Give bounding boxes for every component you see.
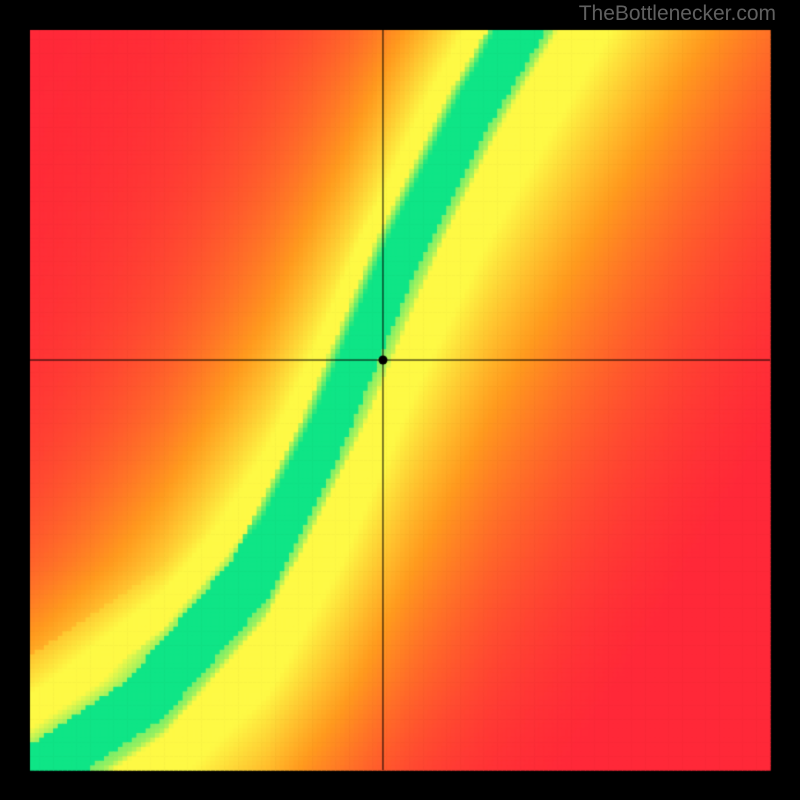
watermark-text: TheBottlenecker.com: [579, 2, 776, 26]
bottleneck-heatmap: [0, 0, 800, 800]
